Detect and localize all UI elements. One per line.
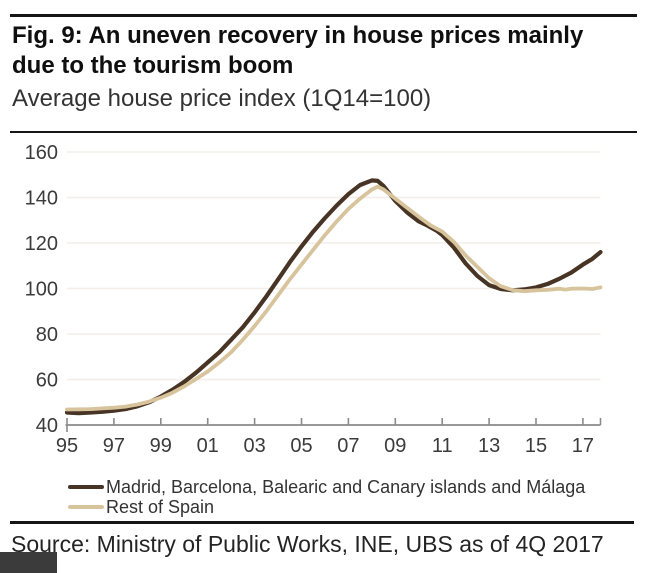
x-tick-labels: 95 97 99 01 03 05 07 09 11 13 15 17	[56, 435, 594, 457]
y-tick-label: 100	[25, 279, 58, 301]
series-swatch-rest-of-spain	[68, 505, 104, 509]
x-tick-label: 01	[197, 435, 219, 457]
y-tick-labels: 40 60 80 100 120 140 160	[25, 142, 58, 437]
y-tick-label: 40	[36, 415, 58, 437]
legend-label-rest-of-spain: Rest of Spain	[106, 496, 215, 517]
legend-label-madrid: Madrid, Barcelona, Balearic and Canary i…	[106, 476, 586, 497]
figure-title: Fig. 9: An uneven recovery in house pric…	[12, 22, 584, 79]
x-tick-label: 05	[290, 435, 312, 457]
y-tick-label: 60	[36, 370, 58, 392]
x-tick-label: 11	[432, 435, 453, 457]
series-line-rest-of-spain	[65, 184, 603, 412]
header-divider	[10, 131, 637, 133]
figure-subtitle: Average house price index (1Q14=100)	[12, 85, 432, 112]
legend-item-rest-of-spain: Rest of Spain	[68, 497, 585, 517]
x-tick-label: 09	[384, 435, 406, 457]
line-chart: 40 60 80 100 120 140 160 95 97 99 01 03 05 07 09 11 13 15…	[25, 142, 603, 457]
y-tick-label: 80	[36, 324, 58, 346]
y-tick-label: 140	[25, 188, 58, 210]
y-gridlines	[67, 151, 601, 381]
footer-divider	[10, 521, 634, 524]
x-tick-label: 07	[337, 435, 359, 457]
x-tick-label: 95	[56, 435, 78, 457]
x-tick-label: 99	[150, 435, 172, 457]
top-divider	[10, 14, 637, 17]
y-tick-label: 160	[25, 142, 58, 164]
x-tick-label: 15	[525, 435, 547, 457]
axis-ticks	[66, 418, 602, 432]
x-tick-label: 13	[478, 435, 500, 457]
chart-legend: Madrid, Barcelona, Balearic and Canary i…	[68, 477, 585, 517]
series-line-madrid	[64, 178, 603, 416]
series-swatch-madrid	[68, 485, 104, 489]
x-tick-label: 03	[243, 435, 265, 457]
y-tick-label: 120	[25, 233, 58, 255]
overlay-box	[0, 552, 57, 573]
x-tick-label: 17	[572, 435, 594, 457]
source-note: Source: Ministry of Public Works, INE, U…	[11, 531, 604, 557]
x-tick-label: 97	[103, 435, 125, 457]
legend-item-madrid: Madrid, Barcelona, Balearic and Canary i…	[68, 477, 585, 497]
